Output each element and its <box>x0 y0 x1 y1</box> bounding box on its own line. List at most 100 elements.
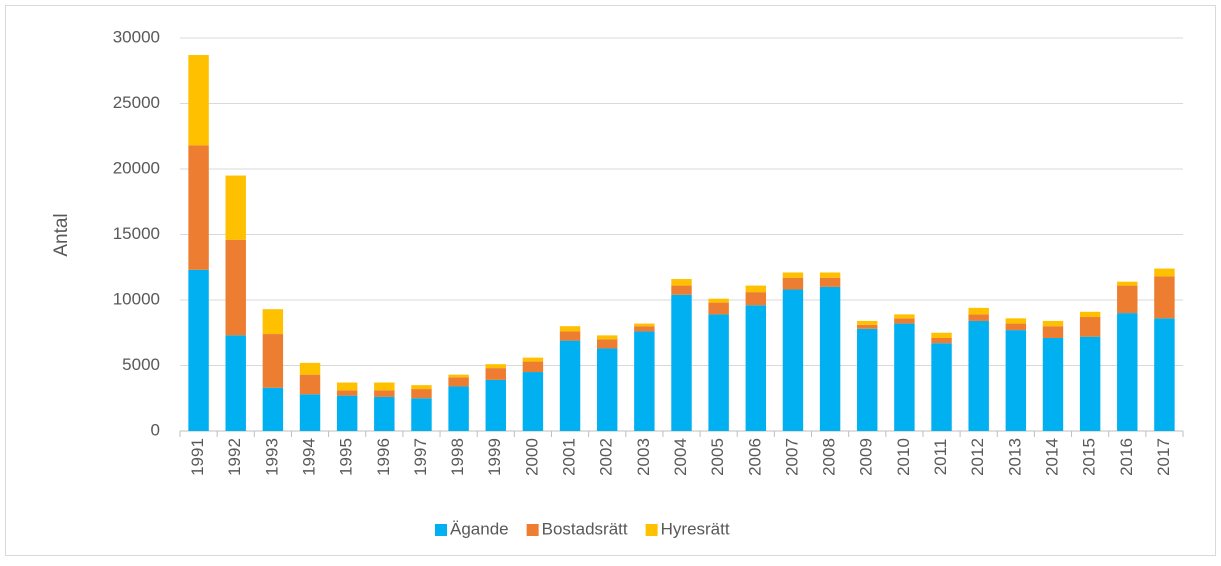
bar-segment <box>1005 323 1027 331</box>
bar-segment <box>819 286 841 431</box>
x-tick-label: 1991 <box>188 438 207 476</box>
bar-segment <box>708 298 729 303</box>
x-tick-label: 2015 <box>1080 438 1099 476</box>
x-tick-label: 2010 <box>894 438 913 476</box>
x-tick-label: 2003 <box>634 438 653 476</box>
bar-segment <box>596 335 618 340</box>
bar-segment <box>336 382 358 391</box>
bar-segment <box>857 320 878 325</box>
x-tick-label: 2005 <box>708 438 727 476</box>
x-tick-label: 1996 <box>374 438 393 476</box>
bar-segment <box>374 396 395 431</box>
bar-segment <box>819 277 841 287</box>
bar-segment <box>411 385 432 390</box>
y-tick-label: 10000 <box>113 289 160 308</box>
legend-label: Ägande <box>450 519 509 538</box>
bar-segment <box>708 314 729 431</box>
x-tick-label: 2009 <box>857 438 876 476</box>
bar-segment <box>819 272 841 278</box>
y-axis-title: Antal <box>51 213 72 256</box>
bar-segment <box>1005 330 1027 431</box>
y-tick-label: 0 <box>151 420 160 439</box>
x-tick-label: 2006 <box>745 438 764 476</box>
x-tick-label: 2007 <box>782 438 801 476</box>
bar-segment <box>225 239 246 336</box>
bar-segment <box>671 294 692 431</box>
bar-segment <box>448 374 469 378</box>
x-tick-label: 2008 <box>820 438 839 476</box>
bar-segment <box>634 323 655 327</box>
bar-segment <box>894 314 915 319</box>
bar-segment <box>374 382 395 391</box>
bar-segment <box>336 390 358 396</box>
y-tick-label: 20000 <box>113 158 160 177</box>
bar-segment <box>596 339 618 349</box>
bar-segment <box>188 55 209 146</box>
x-tick-label: 1995 <box>337 438 356 476</box>
bar-segment <box>1117 281 1138 286</box>
bar-segment <box>299 394 321 431</box>
legend-swatch <box>645 524 658 536</box>
bar-segment <box>1154 318 1175 431</box>
y-tick-label: 30000 <box>113 27 160 46</box>
bar-segment <box>188 145 209 270</box>
bar-segment <box>225 335 246 431</box>
legend-label: Bostadsrätt <box>542 519 628 538</box>
x-tick-label: 1994 <box>300 438 319 476</box>
bar-segment <box>448 377 469 387</box>
bar-segment <box>559 340 581 431</box>
x-tick-label: 1992 <box>225 438 244 476</box>
x-tick-label: 2014 <box>1042 438 1061 476</box>
legend-swatch <box>435 524 447 536</box>
bar-segment <box>1042 320 1064 327</box>
y-tick-label: 5000 <box>122 355 160 374</box>
x-tick-label: 1993 <box>262 438 281 476</box>
x-tick-label: 1997 <box>411 438 430 476</box>
bar-segment <box>634 331 655 431</box>
bar-segment <box>522 372 544 431</box>
bar-segment <box>559 331 581 341</box>
bar-segment <box>1042 337 1064 431</box>
bar-segment <box>894 323 915 431</box>
x-tick-label: 2016 <box>1117 438 1136 476</box>
bar-segment <box>1005 318 1027 324</box>
bar-segment <box>522 361 544 373</box>
bar-segment <box>299 362 321 375</box>
bar-segment <box>671 285 692 295</box>
bar-segment <box>745 292 767 306</box>
x-tick-label: 2017 <box>1154 438 1173 476</box>
bar-segment <box>336 395 358 431</box>
bar-segment <box>485 364 506 369</box>
bar-segment <box>188 269 209 431</box>
y-tick-label: 25000 <box>113 93 160 112</box>
bar-segment <box>485 368 506 380</box>
bar-segment <box>1117 285 1138 314</box>
y-tick-label: 15000 <box>113 224 160 243</box>
x-tick-label: 2004 <box>671 438 690 476</box>
bar-segment <box>931 337 952 344</box>
x-tick-label: 2000 <box>522 438 541 476</box>
bar-segment <box>522 357 544 362</box>
bar-segment <box>596 348 618 431</box>
x-tick-label: 2013 <box>1005 438 1024 476</box>
bar-segment <box>485 379 506 431</box>
bar-segment <box>1079 336 1101 431</box>
bar-segment <box>299 374 321 395</box>
bar-segment <box>968 320 989 431</box>
bar-segment <box>671 279 692 286</box>
x-tick-label: 2002 <box>597 438 616 476</box>
bar-segment <box>634 326 655 332</box>
bar-segment <box>1042 326 1064 338</box>
bar-segment <box>857 324 878 329</box>
bar-segment <box>857 328 878 431</box>
legend-swatch <box>526 524 539 536</box>
bar-segment <box>894 318 915 324</box>
bar-segment <box>745 285 767 293</box>
bar-segment <box>1079 311 1101 318</box>
bar-segment <box>931 332 952 338</box>
bar-segment <box>782 289 804 431</box>
bar-segment <box>1079 317 1101 337</box>
bar-segment <box>262 334 284 388</box>
bar-segment <box>448 386 469 431</box>
